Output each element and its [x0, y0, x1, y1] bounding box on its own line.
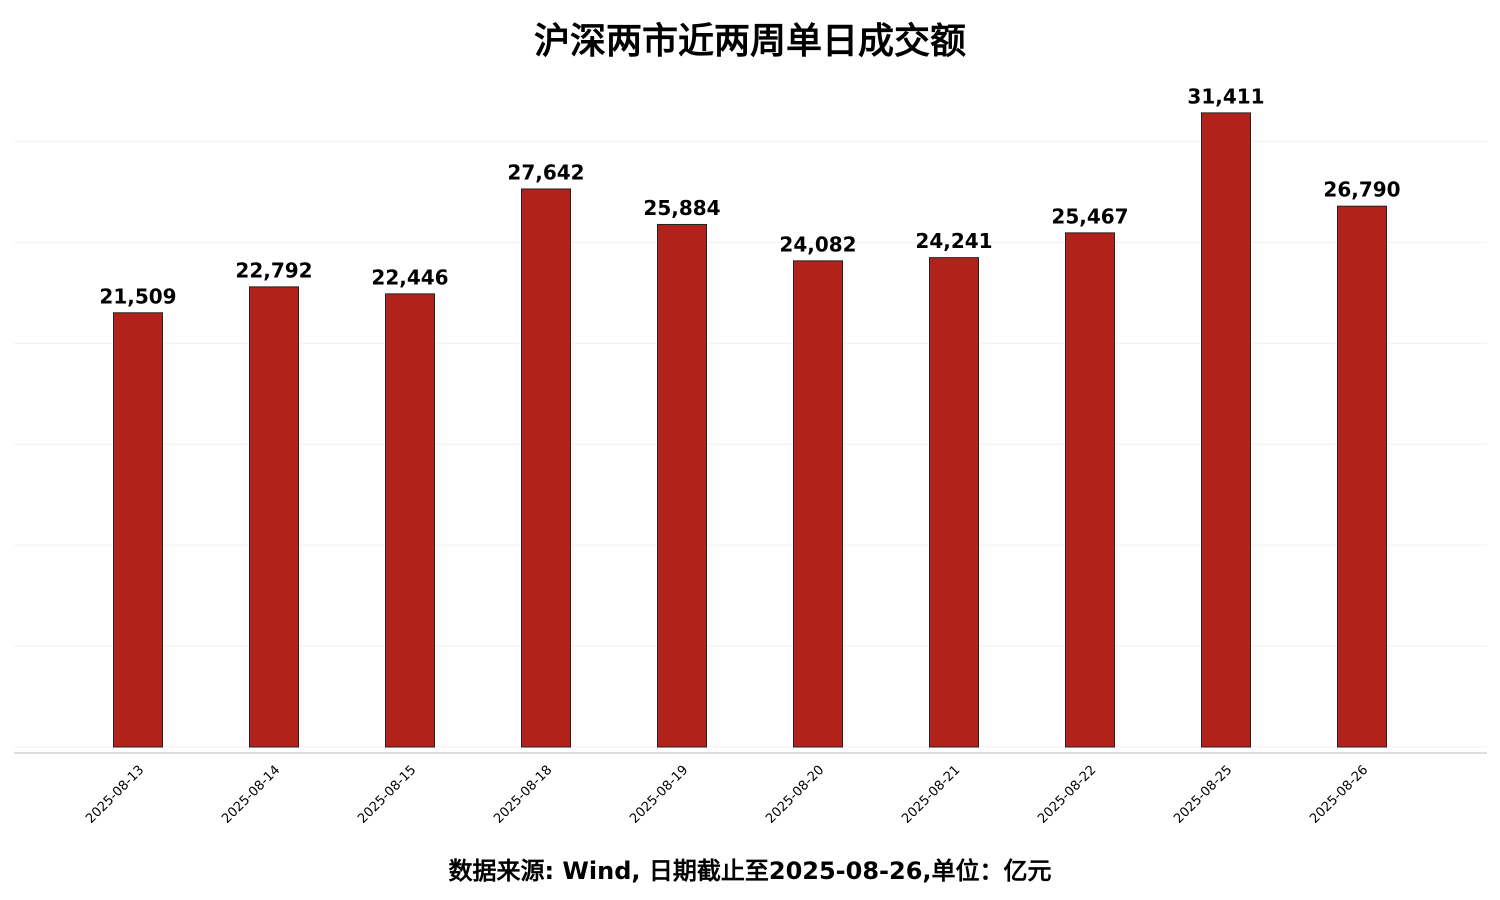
- bar: [929, 257, 979, 748]
- bar: [1065, 232, 1115, 748]
- value-label: 25,884: [643, 196, 720, 220]
- bar: [1201, 112, 1251, 748]
- chart-title: 沪深两市近两周单日成交额: [534, 20, 966, 62]
- value-label: 21,509: [99, 284, 176, 308]
- value-label: 31,411: [1187, 84, 1264, 108]
- bar: [113, 312, 163, 748]
- bar: [385, 293, 435, 748]
- value-label: 24,241: [915, 229, 992, 253]
- bar: [521, 188, 571, 748]
- value-label: 25,467: [1051, 204, 1128, 228]
- value-label: 27,642: [507, 160, 584, 184]
- value-label: 22,446: [371, 265, 448, 289]
- bar: [1337, 205, 1387, 748]
- caption: 数据来源: Wind, 日期截止至2025-08-26,单位：亿元: [448, 857, 1051, 885]
- value-label: 22,792: [235, 258, 312, 282]
- bar: [249, 286, 299, 748]
- value-label: 24,082: [779, 232, 856, 256]
- bar: [657, 223, 707, 748]
- value-label: 26,790: [1323, 178, 1400, 202]
- bar: [793, 260, 843, 748]
